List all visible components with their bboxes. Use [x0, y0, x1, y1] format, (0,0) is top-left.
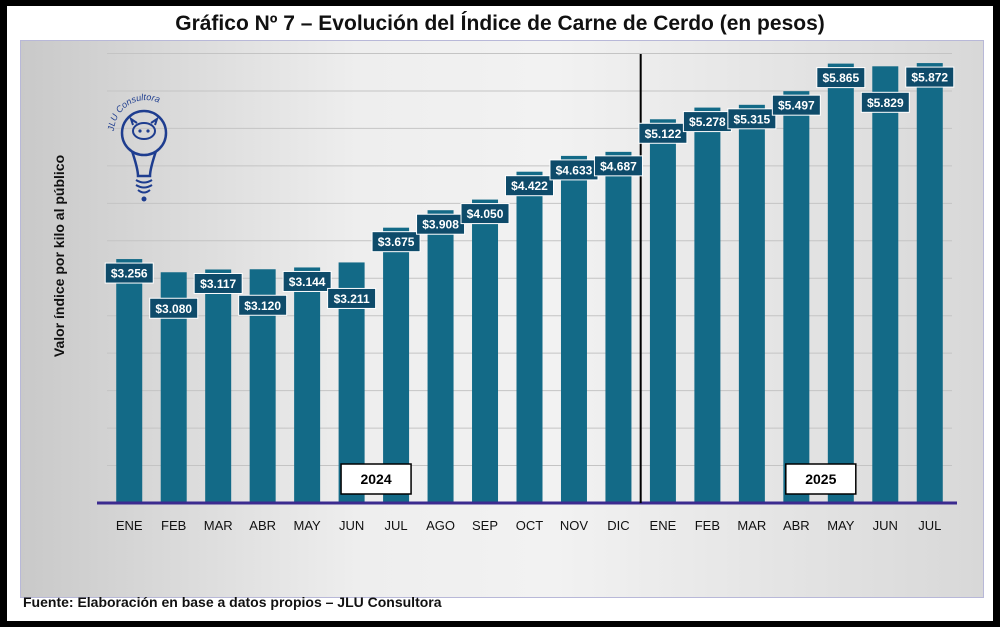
- year-label: 2025: [805, 471, 836, 487]
- data-label: $3.144: [289, 275, 326, 289]
- data-label-box: [638, 122, 688, 144]
- data-label-box: [593, 155, 643, 177]
- data-label-box: [327, 287, 377, 309]
- bar: [383, 227, 410, 504]
- bar: [605, 151, 632, 503]
- bar-chart: $3.256 $3.080 $3.117 $3.120 $3.144 $3.211 $3.6…: [51, 52, 957, 533]
- data-label-box: [727, 108, 777, 130]
- x-tick-label: JUL: [918, 518, 941, 533]
- data-label-box: [149, 297, 199, 319]
- x-tick-label: OCT: [516, 518, 544, 533]
- data-label: $5.122: [645, 127, 682, 141]
- x-tick-label: ABR: [249, 518, 276, 533]
- bar: [783, 91, 810, 504]
- bar: [205, 269, 232, 503]
- bar: [472, 199, 499, 503]
- year-label-box: [785, 463, 857, 495]
- data-label: $5.315: [734, 112, 771, 126]
- chart-frame: Gráfico Nº 7 – Evolución del Índice de C…: [7, 6, 993, 621]
- data-label-box: [905, 66, 955, 88]
- bar: [916, 63, 943, 504]
- source-note: Fuente: Elaboración en base a datos prop…: [23, 594, 442, 610]
- data-label-box: [771, 94, 821, 116]
- x-tick-label: NOV: [560, 518, 589, 533]
- data-label: $5.872: [911, 71, 948, 85]
- data-label: $4.050: [467, 207, 504, 221]
- data-label: $3.080: [155, 302, 192, 316]
- x-tick-label: AGO: [426, 518, 455, 533]
- data-label-box: [371, 231, 421, 253]
- data-label: $3.908: [422, 218, 459, 232]
- data-label: $3.211: [334, 292, 370, 306]
- x-tick-label: MAY: [294, 518, 322, 533]
- data-label: $5.829: [867, 96, 904, 110]
- x-tick-label: FEB: [161, 518, 186, 533]
- bar: [116, 259, 143, 503]
- data-label: $3.120: [244, 299, 281, 313]
- data-label-box: [460, 203, 510, 225]
- x-tick-label: JUL: [385, 518, 408, 533]
- x-tick-label: JUN: [339, 518, 364, 533]
- data-label-box: [282, 270, 332, 292]
- year-label-box: [340, 463, 412, 495]
- data-label: $3.256: [111, 267, 148, 281]
- jlu-consultora-logo: JLU Consultora: [102, 81, 187, 206]
- data-label-box: [505, 175, 554, 197]
- chart-title: Gráfico Nº 7 – Evolución del Índice de C…: [175, 12, 825, 35]
- bar: [649, 119, 676, 503]
- bar: [427, 210, 454, 503]
- data-label: $4.633: [556, 163, 593, 177]
- x-tick-label: JUN: [873, 518, 898, 533]
- bar: [560, 155, 587, 503]
- x-tick-label: ABR: [783, 518, 810, 533]
- x-tick-label: MAR: [204, 518, 233, 533]
- x-tick-label: SEP: [472, 518, 498, 533]
- data-label-box: [816, 67, 866, 89]
- data-label: $5.497: [778, 99, 815, 113]
- x-tick-label: FEB: [695, 518, 720, 533]
- data-label-box: [104, 262, 154, 284]
- data-label-box: [193, 272, 243, 294]
- data-label-box: [416, 213, 466, 235]
- bar: [294, 267, 321, 503]
- bar: [827, 63, 854, 503]
- data-label: $3.117: [200, 277, 236, 291]
- bar: [738, 104, 765, 503]
- data-label: $4.687: [600, 159, 637, 173]
- year-label: 2024: [360, 471, 391, 487]
- bar: [694, 107, 721, 503]
- data-label: $4.422: [511, 179, 548, 193]
- bar: [872, 66, 899, 503]
- x-tick-label: ENE: [650, 518, 677, 533]
- pig-lightbulb-icon: JLU Consultora: [106, 92, 168, 202]
- x-tick-label: MAY: [827, 518, 855, 533]
- x-tick-label: MAR: [737, 518, 766, 533]
- y-axis-title: Valor índice por kilo al público: [51, 155, 67, 357]
- bar: [516, 171, 543, 503]
- x-tick-label: DIC: [607, 518, 629, 533]
- data-label: $5.865: [822, 71, 859, 85]
- data-label: $5.278: [689, 115, 726, 129]
- data-label-box: [238, 294, 288, 316]
- x-tick-label: ENE: [116, 518, 143, 533]
- data-label-box: [860, 91, 910, 113]
- data-label: $3.675: [378, 235, 415, 249]
